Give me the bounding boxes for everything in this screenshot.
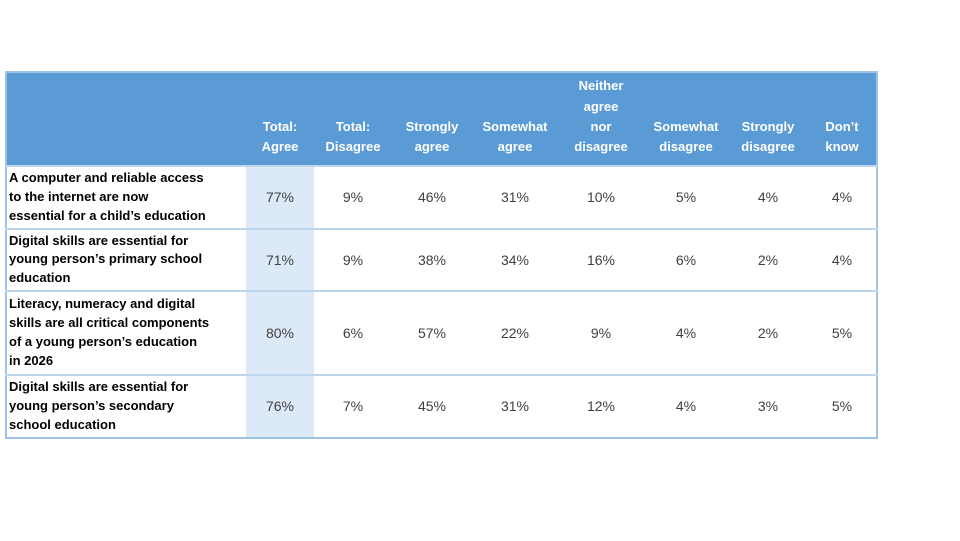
table-cell: 5% <box>675 189 697 206</box>
row-label: Digital skills are essential for young p… <box>9 232 203 286</box>
table-cell: 4% <box>675 398 697 415</box>
table-header: Total: Agree Total: Disagree Strongly ag… <box>6 72 877 166</box>
table-cell: 7% <box>342 398 364 415</box>
table-cell: 9% <box>342 251 364 268</box>
column-header-strongly-agree: Strongly agree <box>392 72 472 166</box>
table-cell: 4% <box>757 189 779 206</box>
column-header-somewhat-disagree: Somewhat disagree <box>644 72 728 166</box>
table-cell: 34% <box>500 251 530 268</box>
table-body: A computer and reliable access to the in… <box>6 166 877 438</box>
table-cell: 2% <box>757 251 779 268</box>
table-cell: 31% <box>500 189 530 206</box>
row-label: Digital skills are essential for young p… <box>9 379 189 432</box>
column-header-somewhat-agree: Somewhat agree <box>472 72 558 166</box>
column-header-neither-agree-nor-disagree: Neither agree nor disagree <box>558 72 644 166</box>
table-cell: 9% <box>342 189 364 206</box>
table-cell: 80% <box>246 291 314 376</box>
table-cell: 4% <box>675 325 697 342</box>
table-cell: 76% <box>246 375 314 438</box>
row-label: Literacy, numeracy and digital skills ar… <box>9 296 210 368</box>
column-header-statement <box>6 72 246 166</box>
table-cell: 77% <box>246 166 314 229</box>
table-cell: 57% <box>417 325 447 342</box>
survey-results-table: Total: Agree Total: Disagree Strongly ag… <box>5 71 878 439</box>
table-row: Literacy, numeracy and digital skills ar… <box>6 291 877 376</box>
table-cell: 6% <box>675 251 697 268</box>
table-cell: 6% <box>342 325 364 342</box>
table-row: Digital skills are essential for young p… <box>6 228 877 292</box>
table-cell: 10% <box>586 189 616 206</box>
table-cell: 5% <box>831 398 853 415</box>
table-cell: 46% <box>417 189 447 206</box>
column-header-total-disagree: Total: Disagree <box>314 72 392 166</box>
table-cell: 4% <box>831 189 853 206</box>
header-row: Total: Agree Total: Disagree Strongly ag… <box>6 72 877 166</box>
table-cell: 16% <box>586 251 616 268</box>
table-cell: 4% <box>831 251 853 268</box>
table-cell: 71% <box>246 228 314 292</box>
table-cell: 31% <box>500 398 530 415</box>
table-cell: 22% <box>500 325 530 342</box>
row-label: A computer and reliable access to the in… <box>9 170 206 223</box>
table-row: Digital skills are essential for young p… <box>6 375 877 438</box>
column-header-dont-know: Don’t know <box>808 72 877 166</box>
table-cell: 12% <box>586 398 616 415</box>
table-cell: 5% <box>831 325 853 342</box>
column-header-total-agree: Total: Agree <box>246 72 314 166</box>
table-row: A computer and reliable access to the in… <box>6 166 877 229</box>
table-cell: 45% <box>417 398 447 415</box>
table-cell: 38% <box>417 251 447 268</box>
table-cell: 9% <box>590 325 612 342</box>
table-cell: 3% <box>757 398 779 415</box>
column-header-strongly-disagree: Strongly disagree <box>728 72 808 166</box>
table-cell: 2% <box>757 325 779 342</box>
